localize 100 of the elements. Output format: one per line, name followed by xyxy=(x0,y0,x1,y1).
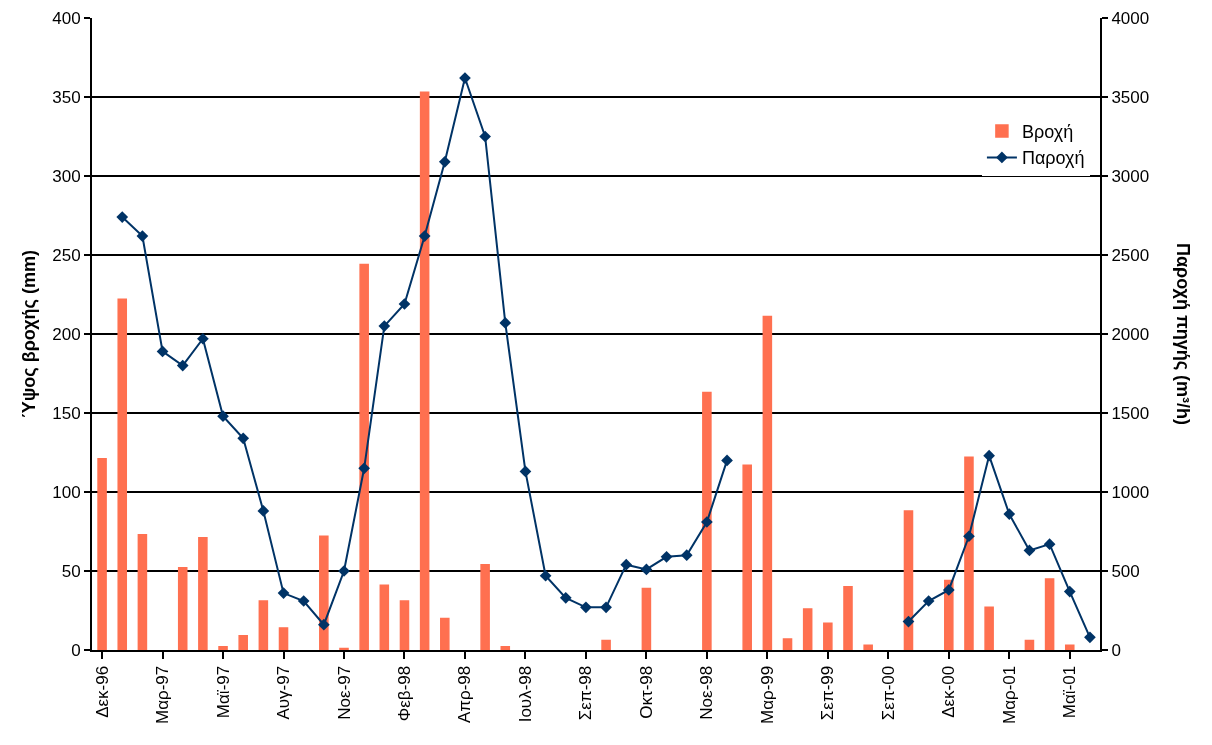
x-tick-label: Φεβ-98 xyxy=(395,665,415,722)
bar xyxy=(641,587,652,650)
bar xyxy=(1044,578,1055,650)
point xyxy=(580,601,592,614)
point xyxy=(217,410,229,423)
bar xyxy=(480,563,490,650)
point xyxy=(1003,508,1016,520)
point xyxy=(902,615,915,628)
point xyxy=(378,320,391,332)
bar xyxy=(278,627,289,650)
x-tick-label: Ιουλ-98 xyxy=(515,665,535,723)
point xyxy=(963,530,975,543)
point xyxy=(499,317,512,329)
y2-tick-label: 1500 xyxy=(1111,403,1150,423)
bar xyxy=(1024,639,1035,650)
bar xyxy=(742,464,752,650)
x-tick-label: Οκτ-98 xyxy=(636,665,656,719)
bar xyxy=(500,646,511,650)
bar xyxy=(1064,644,1075,650)
bar xyxy=(782,638,793,650)
point xyxy=(156,345,169,358)
point xyxy=(620,558,633,571)
y-tick-label: 100 xyxy=(52,482,81,502)
bar xyxy=(762,315,773,650)
bar xyxy=(359,263,369,650)
point xyxy=(317,618,330,631)
y2-axis-title: Παροχή πηγής (m³/h) xyxy=(1173,243,1193,426)
x-tick-label: Μαρ-99 xyxy=(757,665,777,725)
x-tick-label: Αυγ-97 xyxy=(274,665,294,720)
y-tick-label: 0 xyxy=(71,640,81,660)
x-tick-label: Μαϊ-01 xyxy=(1060,665,1080,719)
bar xyxy=(117,298,128,650)
point xyxy=(922,595,935,607)
legend-label: Βροχή xyxy=(1021,122,1074,143)
x-tick-label: Δεκ-00 xyxy=(939,665,959,718)
y-tick-label: 350 xyxy=(52,87,81,107)
bar xyxy=(843,586,853,650)
bar xyxy=(399,600,410,650)
bar xyxy=(177,567,188,650)
y2-tick-label: 2000 xyxy=(1111,324,1150,344)
point xyxy=(176,359,189,372)
bar xyxy=(863,644,873,650)
point xyxy=(680,549,693,562)
bar xyxy=(379,584,390,650)
y-tick-label: 50 xyxy=(61,561,81,581)
y2-tick-label: 4000 xyxy=(1111,8,1150,28)
point xyxy=(398,298,411,310)
bar xyxy=(419,91,430,650)
bar xyxy=(258,600,269,650)
x-tick-label: Σεπ-99 xyxy=(818,665,838,721)
bar xyxy=(984,606,994,650)
bar xyxy=(218,646,228,650)
x-tick-label: Σεπ-98 xyxy=(576,665,596,721)
y-tick-label: 150 xyxy=(52,403,81,423)
point xyxy=(136,230,149,242)
bar xyxy=(319,535,329,650)
bar xyxy=(137,533,148,650)
x-tick-label: Νοε-97 xyxy=(334,665,354,720)
bar xyxy=(601,639,611,650)
point xyxy=(297,595,310,607)
bar xyxy=(802,608,813,650)
point xyxy=(539,569,552,582)
point xyxy=(1063,585,1076,598)
point xyxy=(1023,544,1036,557)
point xyxy=(277,587,290,599)
point xyxy=(418,230,431,242)
x-tick-label: Απρ-98 xyxy=(455,665,475,724)
y2-tick-label: 3000 xyxy=(1111,166,1150,186)
y-tick-label: 200 xyxy=(52,324,81,344)
x-tick-label: Μαϊ-97 xyxy=(213,665,233,719)
y2-tick-label: 0 xyxy=(1111,640,1121,660)
point xyxy=(942,584,955,596)
point xyxy=(721,454,733,467)
bar xyxy=(198,537,208,650)
y2-tick-label: 500 xyxy=(1111,561,1140,581)
y2-tick-label: 2500 xyxy=(1111,245,1150,265)
point xyxy=(257,505,270,517)
bar xyxy=(440,617,450,650)
point xyxy=(237,432,250,445)
x-tick-label: Δεκ-96 xyxy=(92,665,112,718)
y-tick-label: 300 xyxy=(52,166,81,186)
point xyxy=(559,592,572,604)
y2-tick-label: 1000 xyxy=(1111,482,1150,502)
point xyxy=(519,465,532,478)
point xyxy=(600,601,612,614)
point xyxy=(1043,538,1056,550)
bar xyxy=(823,622,833,650)
bar xyxy=(964,456,974,650)
bar xyxy=(97,458,107,650)
y-axis-title: Ύψος βροχής (mm) xyxy=(18,250,39,418)
point xyxy=(640,563,653,576)
x-tick-label: Σεπ-00 xyxy=(878,665,898,721)
bar xyxy=(702,391,712,650)
legend-label: Παροχή xyxy=(1021,148,1085,169)
point xyxy=(983,449,995,462)
point xyxy=(479,130,491,143)
y-tick-label: 400 xyxy=(52,8,81,28)
x-tick-label: Μαρ-97 xyxy=(153,665,173,725)
x-tick-label: Νοε-98 xyxy=(697,665,717,720)
x-tick-label: Μαρ-01 xyxy=(999,665,1019,725)
